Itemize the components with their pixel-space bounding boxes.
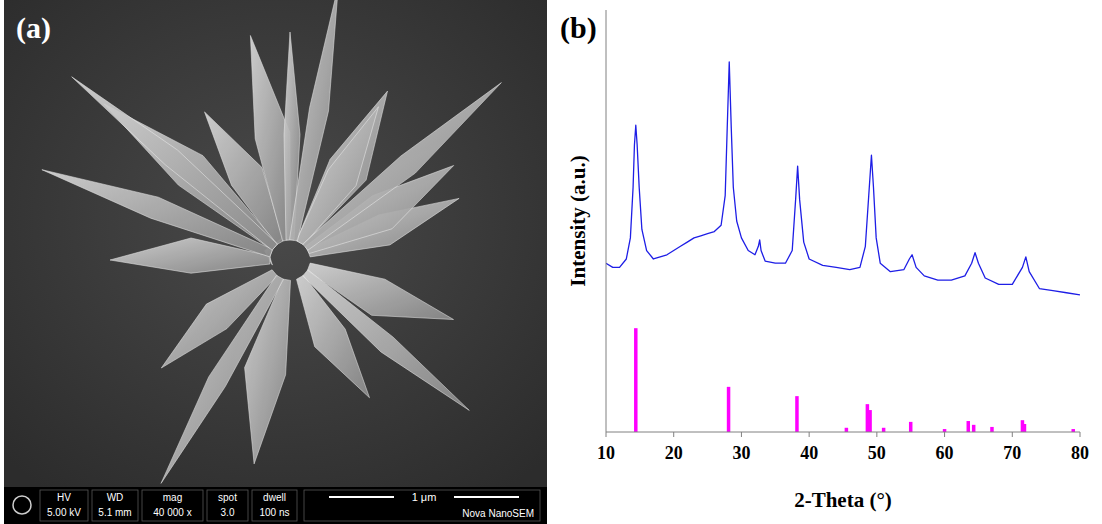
info-value: 40 000 x [153,507,191,518]
info-value: 5.00 kV [47,507,81,518]
reference-peak [727,387,731,432]
x-tick [606,432,607,437]
reference-peak [868,410,872,432]
y-axis [606,10,607,432]
reference-peak [990,427,994,432]
info-bar [4,487,547,524]
reference-peak [909,422,913,432]
info-label: HV [57,492,71,503]
info-value: 100 ns [259,507,289,518]
info-cell [207,490,248,521]
info-label: spot [218,492,237,503]
sem-image [4,0,547,487]
info-label: dwell [263,492,286,503]
figure: HV 5.00 kV WD 5.1 mm mag 40 000 x spot 3.0 dwell… [0,0,1102,524]
x-tick-label: 80 [1071,443,1089,463]
scale-label: 1 μm [412,491,437,503]
flake [303,270,470,411]
panel-label: (b) [560,11,597,45]
info-label: WD [107,492,124,503]
plot-area [606,62,1080,432]
x-axis [606,432,1080,433]
x-tick-label: 20 [665,443,683,463]
x-tick-label: 30 [732,443,750,463]
scale-cell [304,490,540,521]
x-tick [944,432,945,437]
y-axis-title: Intensity (a.u.) [566,155,590,286]
instrument: Nova NanoSEM [462,508,534,519]
reference-peak [795,396,799,432]
x-tick [809,432,810,437]
x-tick [1012,432,1013,437]
logo [13,496,31,514]
flake [72,77,278,250]
x-tick [1080,432,1081,437]
x-tick-label: 10 [597,443,615,463]
panel-label: (a) [16,11,51,45]
reference-peak [866,404,870,432]
x-tick-label: 70 [1003,443,1021,463]
scale-bar [454,496,519,498]
info-cell [40,490,88,521]
x-tick-label: 50 [868,443,886,463]
reference-peak [882,428,886,432]
reference-peak [967,421,971,432]
flake [161,275,284,483]
x-tick [741,432,742,437]
x-tick-label: 60 [936,443,954,463]
info-value: 3.0 [221,507,235,518]
flake [303,83,502,251]
reference-peak [972,425,976,432]
info-cell [142,490,203,521]
info-value: 5.1 mm [98,507,131,518]
x-axis-title: 2-Theta (°) [794,488,892,512]
flake [290,0,339,241]
info-cell [92,490,138,521]
reference-peak [1023,424,1027,432]
x-tick [673,432,674,437]
reference-peak [634,328,638,432]
xrd-pattern [606,62,1080,295]
reference-peak [1021,420,1025,432]
x-tick-label: 40 [800,443,818,463]
info-cell [252,490,297,521]
scale-bar [329,496,394,498]
info-label: mag [163,492,182,503]
flakes [42,0,502,483]
reference-peak [845,428,849,432]
x-tick [876,432,877,437]
